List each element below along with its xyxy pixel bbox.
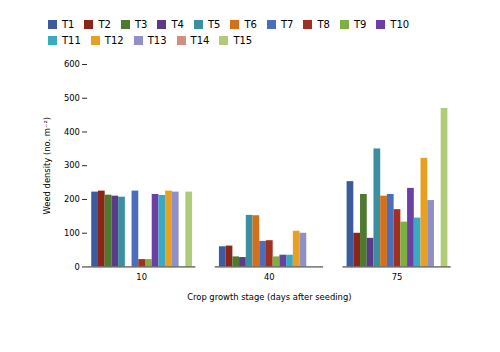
html-text:T8: T8 [317,18,330,30]
svg-text:75: 75 [392,272,403,282]
svg-text:Crop growth stage (days after: Crop growth stage (days after seeding) [187,292,351,302]
html-text:T13: T13 [147,35,167,47]
html-text:T7: T7 [280,18,294,30]
svg-text:Weed density (no. m⁻²): Weed density (no. m⁻²) [42,117,52,215]
html-text:T3: T3 [135,18,148,30]
svg-text:600: 600 [64,59,80,69]
svg-text:400: 400 [64,127,80,137]
html-text:T12: T12 [104,35,124,47]
html-text:T4: T4 [171,18,184,30]
svg-text:300: 300 [64,160,80,170]
html-text:T1: T1 [62,18,75,30]
html-text:T9: T9 [353,18,367,30]
svg-text:40: 40 [264,272,275,282]
html-text:T14: T14 [190,35,210,47]
html-text:T15: T15 [233,35,253,47]
html-text:T10: T10 [390,18,410,30]
html-text:T6: T6 [244,18,257,30]
svg-text:10: 10 [136,272,147,282]
svg-text:500: 500 [64,93,80,103]
svg-text:200: 200 [64,194,80,204]
html-text:T11: T11 [62,35,81,47]
html-text:T2: T2 [98,18,111,30]
svg-text:100: 100 [64,228,80,238]
html-text:T5: T5 [207,18,221,30]
svg-text:0: 0 [75,262,80,272]
